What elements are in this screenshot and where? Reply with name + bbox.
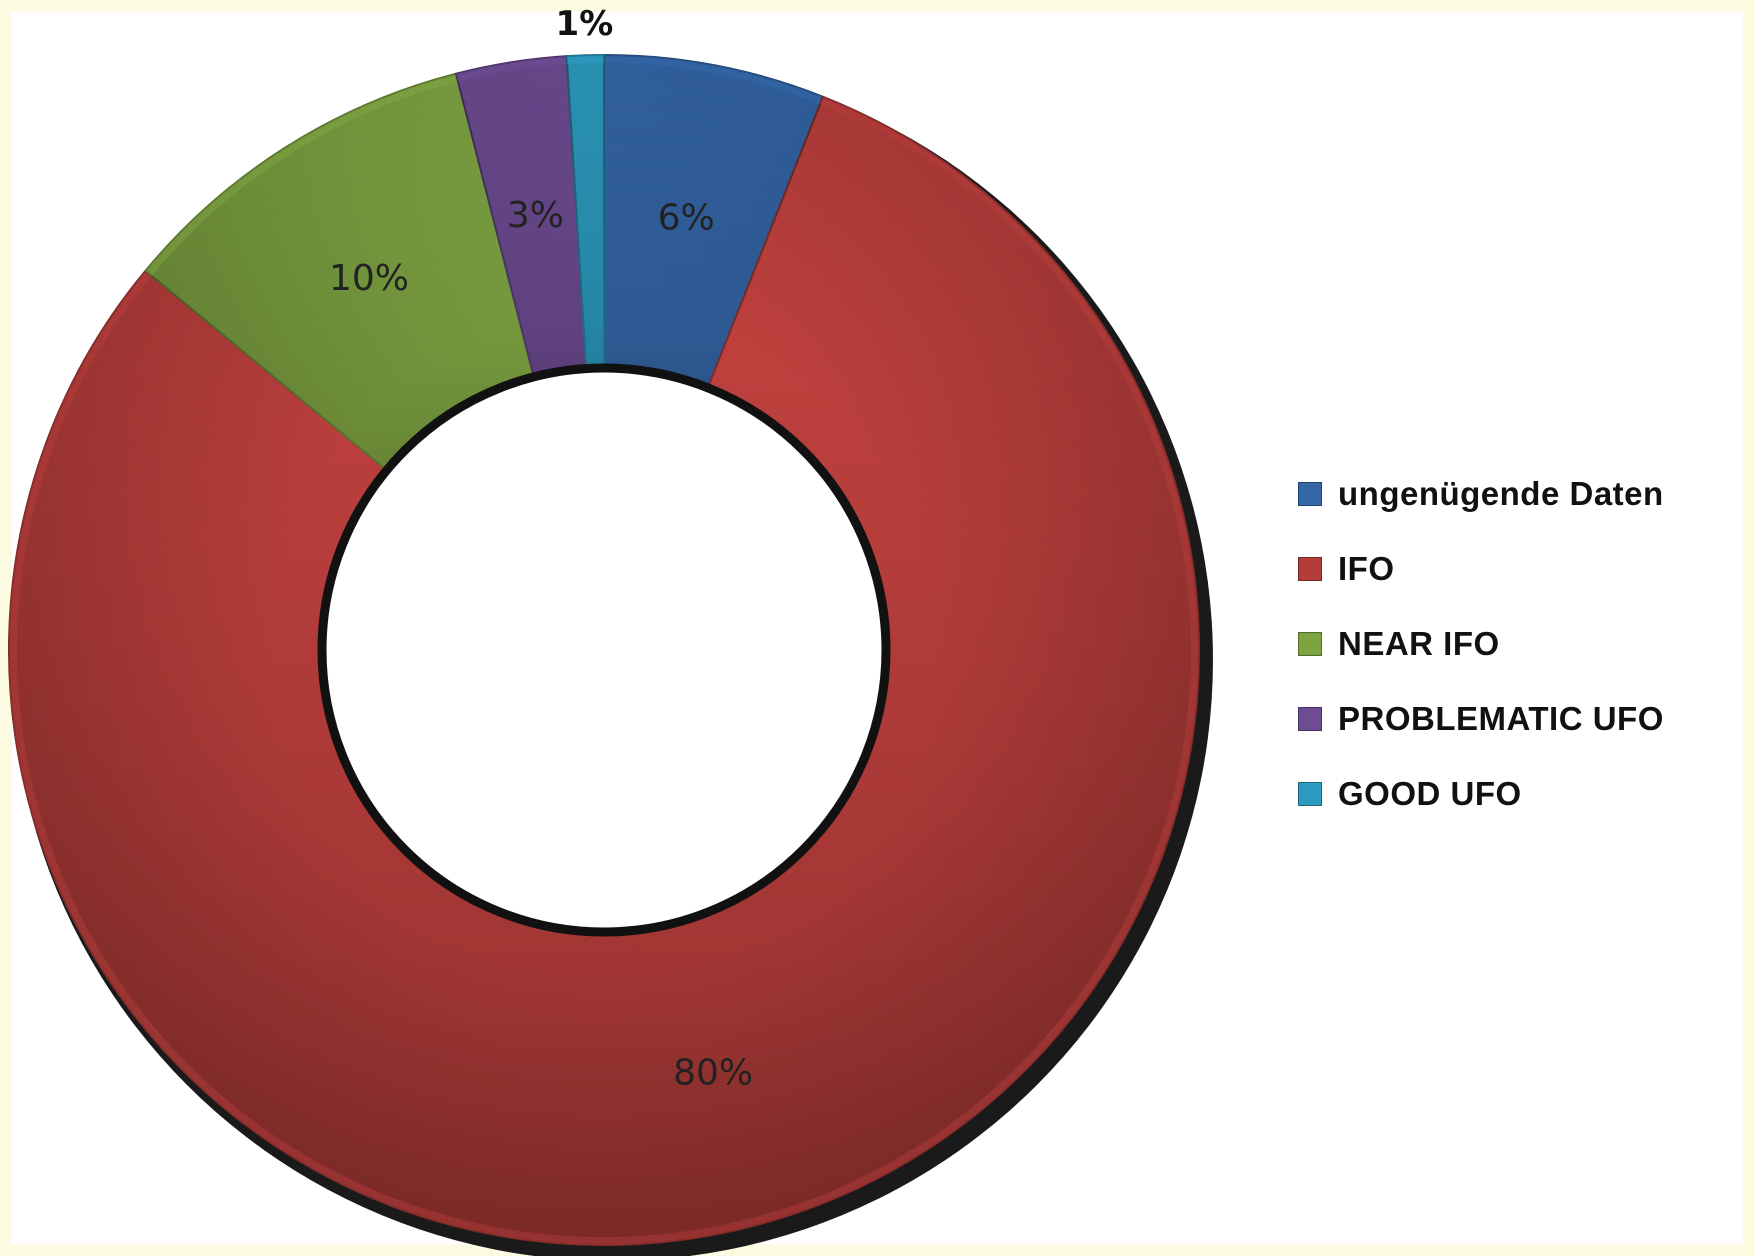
legend-label: GOOD UFO: [1338, 774, 1522, 812]
legend-item-good-ufo: GOOD UFO: [1298, 756, 1748, 831]
data-label-good-ufo: 1%: [556, 4, 614, 44]
legend-swatch: [1298, 706, 1322, 731]
data-label-ungenugende-daten: 6%: [658, 197, 715, 238]
legend-label: ungenügende Daten: [1338, 474, 1664, 512]
data-label-problematic-ufo: 3%: [507, 195, 564, 236]
legend-swatch: [1298, 556, 1322, 581]
legend-swatch: [1298, 781, 1322, 806]
donut-data-labels: 6% 80% 10% 3% 1%: [329, 4, 753, 1094]
legend: ungenügende Daten IFO NEAR IFO PROBLEMAT…: [1298, 456, 1748, 831]
donut-slices: [8, 53, 1200, 1246]
legend-item-ungenugende-daten: ungenügende Daten: [1298, 456, 1748, 531]
legend-swatch: [1298, 631, 1322, 656]
legend-label: IFO: [1338, 549, 1395, 587]
slice-bevel-good-ufo: [566, 54, 604, 65]
data-label-near-ifo: 10%: [329, 258, 409, 299]
legend-item-problematic-ufo: PROBLEMATIC UFO: [1298, 681, 1748, 756]
legend-swatch: [1298, 481, 1322, 506]
donut-hole: [317, 363, 891, 937]
legend-label: NEAR IFO: [1338, 624, 1500, 662]
legend-label: PROBLEMATIC UFO: [1338, 699, 1664, 737]
legend-item-ifo: IFO: [1298, 531, 1748, 606]
data-label-ifo: 80%: [673, 1053, 753, 1094]
legend-item-near-ifo: NEAR IFO: [1298, 606, 1748, 681]
